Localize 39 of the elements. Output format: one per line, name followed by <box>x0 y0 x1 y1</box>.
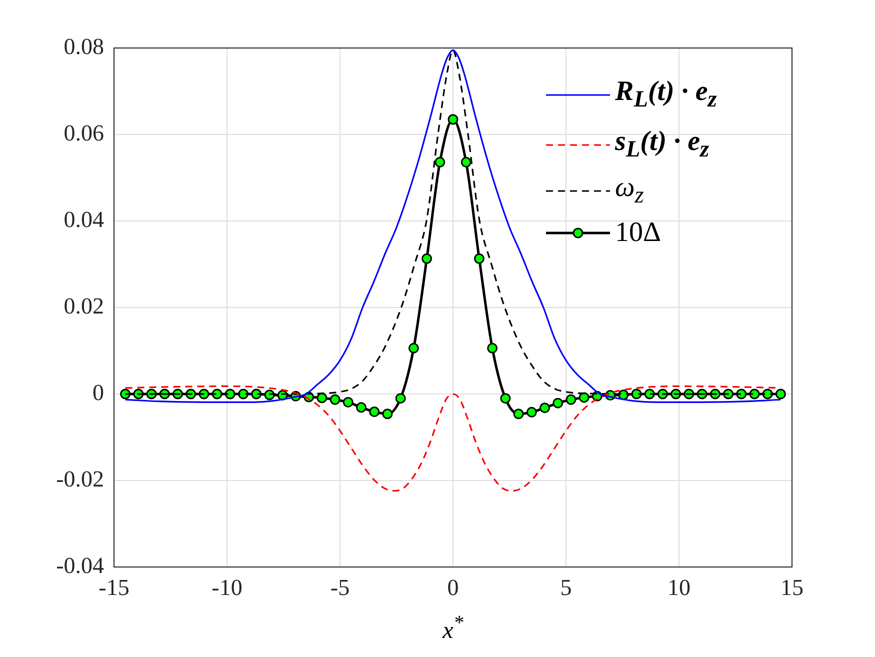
point <box>316 392 328 404</box>
point <box>566 394 576 405</box>
point <box>408 342 419 354</box>
x-tick-label: -5 <box>330 574 350 600</box>
x-tick-label: 0 <box>447 574 459 600</box>
point <box>552 398 564 408</box>
point <box>330 394 340 405</box>
legend-label: 10Δ <box>615 217 662 249</box>
point <box>500 393 511 404</box>
legend-label: ω$_{z}$ <box>615 172 644 210</box>
y-tick-label: 0 <box>92 380 104 406</box>
point <box>775 388 786 400</box>
y-tick-label: 0.06 <box>64 120 104 146</box>
x-tick-label: 10 <box>668 574 690 600</box>
point <box>578 392 590 403</box>
x-tick-label: 5 <box>560 574 572 600</box>
point <box>487 342 498 354</box>
legend-label: R$_{L}$(t) · e$_{z}$ <box>615 76 717 114</box>
point <box>395 393 406 404</box>
point <box>474 253 484 264</box>
point <box>513 408 524 420</box>
point <box>342 396 354 408</box>
point <box>422 253 432 264</box>
point <box>526 406 537 418</box>
point <box>460 156 472 168</box>
point <box>356 402 366 413</box>
point <box>382 408 393 420</box>
x-tick-label: 15 <box>780 574 804 600</box>
x-axis-title: x$^{*}$ <box>441 612 464 645</box>
point <box>540 402 550 414</box>
legend-label: s$_{L}$(t) · e$_{z}$ <box>615 126 710 164</box>
y-tick-label: -0.02 <box>56 466 104 492</box>
point <box>369 406 380 417</box>
y-tick-label: 0.02 <box>64 294 104 319</box>
y-tick-label: 0.04 <box>64 207 104 232</box>
point <box>448 114 458 125</box>
y-tick-label: 0.08 <box>64 34 104 60</box>
x-tick-label: -10 <box>212 574 242 600</box>
point <box>434 156 446 168</box>
